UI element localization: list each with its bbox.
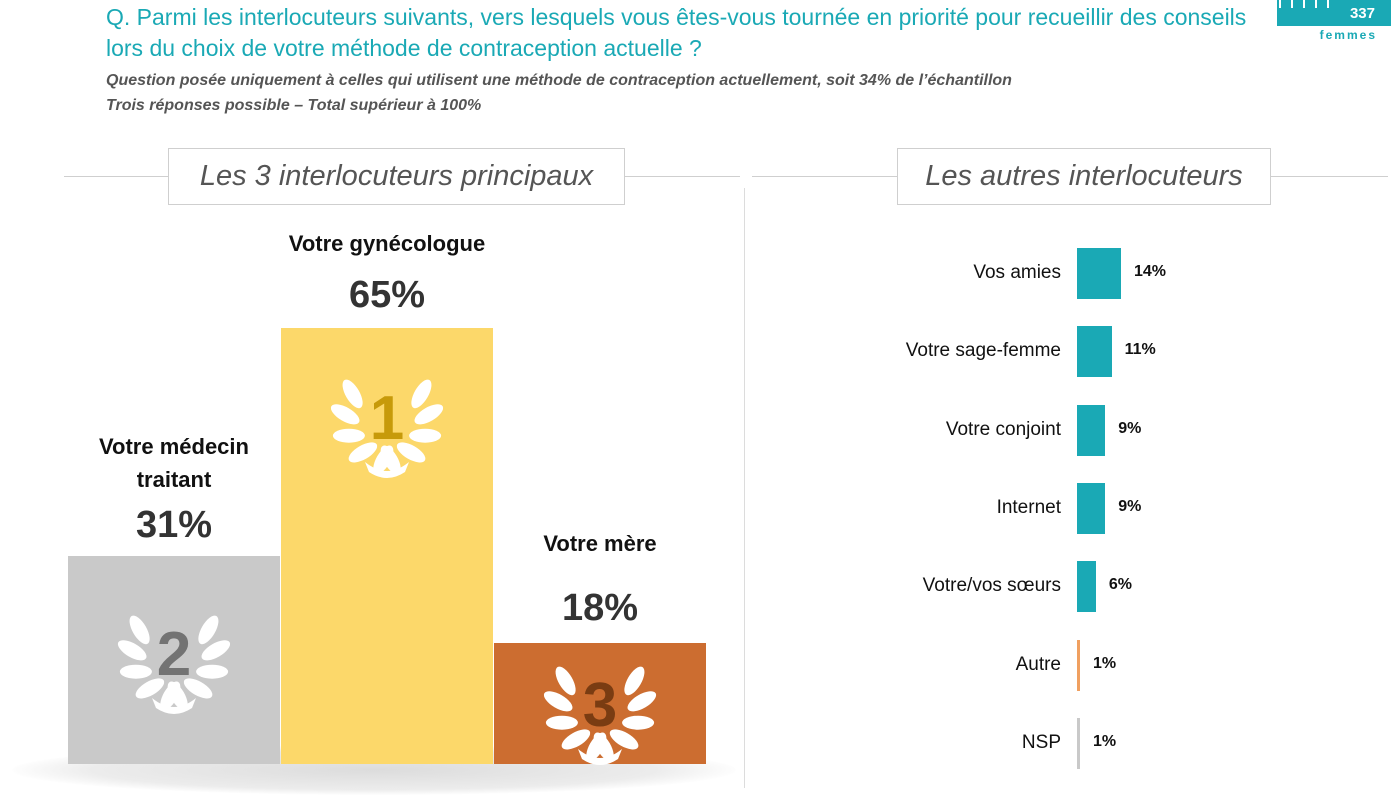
badge-stripes [1279, 0, 1339, 8]
bar-label-autre: Autre [1015, 653, 1061, 675]
bar-label-votre-conjoint: Votre conjoint [945, 418, 1061, 440]
question-title: Q. Parmi les interlocuteurs suivants, ve… [106, 4, 1247, 61]
bar-label-votre-sage-femme: Votre sage-femme [905, 340, 1061, 362]
bar-label-nsp: NSP [1021, 731, 1061, 753]
podium-label-medecin-traitant-line-2: traitant [136, 467, 212, 493]
bar-label-internet: Internet [996, 496, 1061, 518]
podium-bar-medecin-traitant [68, 556, 280, 764]
laurel-mere-icon: 3 [543, 666, 657, 766]
podium-label-medecin-traitant-line-1: Votre médecin [99, 434, 249, 460]
rank-number-gynecologue: 1 [370, 384, 404, 453]
bar-internet [1077, 482, 1106, 534]
right-section-line-right [1270, 176, 1388, 177]
rank-number-medecin-traitant: 2 [157, 620, 191, 689]
bar-votre-conjoint [1077, 404, 1106, 456]
bar-value-autre: 1% [1093, 654, 1117, 672]
bar-value-internet: 9% [1118, 497, 1142, 515]
podium-value-medecin-traitant: 31% [135, 504, 213, 547]
question-note-line-2: Trois réponses possible – Total supérieu… [106, 97, 482, 114]
bar-value-votre-sage-femme: 11% [1124, 341, 1156, 359]
podium-label-medecin-traitant: Votre médecin traitant [58, 430, 290, 496]
left-section-title: Les 3 interlocuteurs principaux [168, 148, 625, 205]
podium-bar-gynecologue [281, 328, 493, 764]
bar-nsp [1077, 717, 1080, 769]
podium-value-gynecologue: 65% [348, 274, 426, 316]
question-note: Question posée uniquement à celles qui u… [106, 68, 1256, 118]
bar-value-votre-conjoint: 9% [1118, 419, 1142, 437]
bar-votre-vos-s-urs [1077, 561, 1096, 613]
bar-value-nsp: 1% [1093, 732, 1117, 750]
laurel-medecin-traitant-icon: 2 [117, 615, 231, 715]
right-section-title: Les autres interlocuteurs [897, 148, 1271, 205]
section-divider [744, 188, 745, 788]
podium-label-gynecologue-line-1: Votre gynécologue [288, 231, 486, 256]
left-section-line-left [64, 176, 168, 177]
bar-vos-amies [1077, 248, 1121, 299]
bar-votre-sage-femme [1077, 326, 1112, 378]
rank-number-mere: 3 [583, 671, 617, 740]
podium-label-gynecologue: Votre gynécologue [271, 227, 503, 260]
sample-size-badge: 337 femmes [1277, 0, 1391, 42]
right-section-line-left [752, 176, 897, 177]
left-section-line-right [624, 176, 740, 177]
bar-value-votre-vos-s-urs: 6% [1108, 576, 1132, 594]
bar-label-vos-amies: Vos amies [973, 262, 1061, 283]
bar-value-vos-amies: 14% [1134, 263, 1167, 280]
podium-value-mere: 18% [561, 587, 639, 630]
laurel-gynecologue-icon: 1 [330, 379, 444, 478]
badge-label: femmes [1319, 28, 1377, 42]
bar-autre [1077, 639, 1080, 691]
podium-label-mere: Votre mère [484, 527, 716, 560]
badge-number: 337 [1349, 5, 1375, 22]
bar-label-votre-vos-s-urs: Votre/vos sœurs [922, 575, 1061, 597]
question-note-line-1: Question posée uniquement à celles qui u… [106, 72, 1012, 89]
podium-label-mere-line-1: Votre mère [543, 531, 657, 557]
